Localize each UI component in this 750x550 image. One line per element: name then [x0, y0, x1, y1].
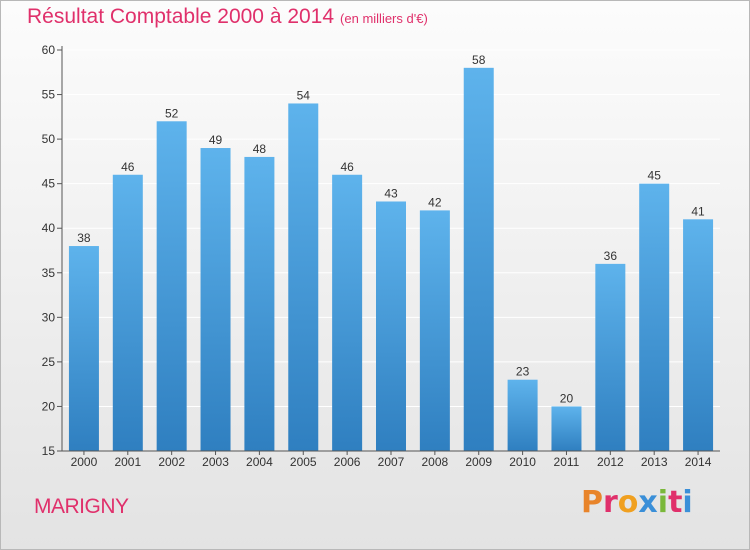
- y-tick-label: 20: [42, 399, 56, 413]
- data-label: 49: [209, 133, 223, 147]
- bar-2012: [595, 263, 626, 451]
- x-tick-label: 2011: [554, 455, 580, 469]
- y-tick-label: 60: [42, 43, 56, 57]
- data-label: 36: [604, 249, 618, 263]
- logo-letter: i: [657, 485, 669, 520]
- y-tick-label: 55: [42, 88, 56, 102]
- data-label: 20: [560, 391, 574, 405]
- y-tick-label: 25: [42, 355, 56, 369]
- x-tick-label: 2014: [685, 455, 712, 469]
- data-label: 23: [516, 365, 530, 379]
- axes: 15 20 25 30 35 40 45 50 55 60 2000 2001 2002 2003 2004…: [42, 43, 720, 469]
- data-label: 42: [428, 195, 442, 209]
- data-label: 43: [384, 186, 398, 200]
- chart-title-text: Résultat Comptable 2000 à 2014: [27, 5, 335, 28]
- x-tick-label: 2006: [334, 455, 361, 469]
- x-tick-label: 2004: [246, 455, 273, 469]
- x-tick-label: 2003: [202, 455, 229, 469]
- x-tick-label: 2009: [465, 455, 492, 469]
- x-tick-label: 2001: [114, 455, 141, 469]
- bar-2003: [200, 148, 231, 451]
- bar-2009: [463, 67, 494, 452]
- data-label: 58: [472, 53, 486, 67]
- data-label: 46: [340, 160, 354, 174]
- y-tick-label: 45: [42, 177, 56, 191]
- logo-letter: r: [603, 485, 618, 520]
- logo-letter: i: [682, 485, 693, 520]
- data-label: 41: [691, 204, 705, 218]
- x-tick-label: 2013: [641, 455, 668, 469]
- logo-letter: t: [668, 485, 683, 520]
- data-label: 38: [77, 231, 91, 245]
- bar-2005: [288, 103, 319, 451]
- bar-2000: [68, 246, 99, 451]
- logo-letter: x: [638, 485, 658, 520]
- bars: 38 46 52 49 48 54 46 43 42 58 23 20 36 45 41: [68, 53, 714, 452]
- x-tick-label: 2000: [71, 455, 98, 469]
- y-tick-label: 15: [42, 444, 56, 458]
- y-tick-label: 35: [42, 266, 56, 280]
- logo-letter: o: [617, 485, 639, 520]
- x-tick-label: 2002: [158, 455, 185, 469]
- bar-2010: [507, 379, 538, 451]
- chart-title: Résultat Comptable 2000 à 2014 (en millie…: [27, 5, 428, 29]
- data-label: 48: [253, 142, 267, 156]
- y-tick-label: 50: [42, 132, 56, 146]
- y-tick-label: 40: [42, 221, 56, 235]
- data-label: 52: [165, 106, 179, 120]
- x-tick-label: 2007: [378, 455, 405, 469]
- x-tick-label: 2005: [290, 455, 317, 469]
- proxiti-logo[interactable]: Proxiti: [581, 485, 693, 520]
- bar-2002: [156, 121, 187, 452]
- bar-2014: [683, 219, 714, 451]
- x-tick-label: 2012: [597, 455, 624, 469]
- bar-2008: [419, 210, 450, 451]
- x-tick-label: 2010: [509, 455, 536, 469]
- bar-2001: [112, 174, 143, 451]
- x-tick-label: 2008: [422, 455, 449, 469]
- chart-subtitle: (en milliers d'€): [340, 11, 428, 26]
- bar-2013: [639, 183, 670, 451]
- data-label: 45: [648, 169, 662, 183]
- bar-2004: [244, 156, 275, 451]
- logo-letter: P: [581, 485, 603, 520]
- bar-2006: [332, 174, 363, 451]
- commune-name: MARIGNY: [34, 495, 129, 518]
- data-label: 54: [297, 88, 311, 102]
- data-label: 46: [121, 160, 135, 174]
- y-tick-label: 30: [42, 310, 56, 324]
- bar-2007: [376, 201, 406, 451]
- bar-2011: [551, 406, 582, 451]
